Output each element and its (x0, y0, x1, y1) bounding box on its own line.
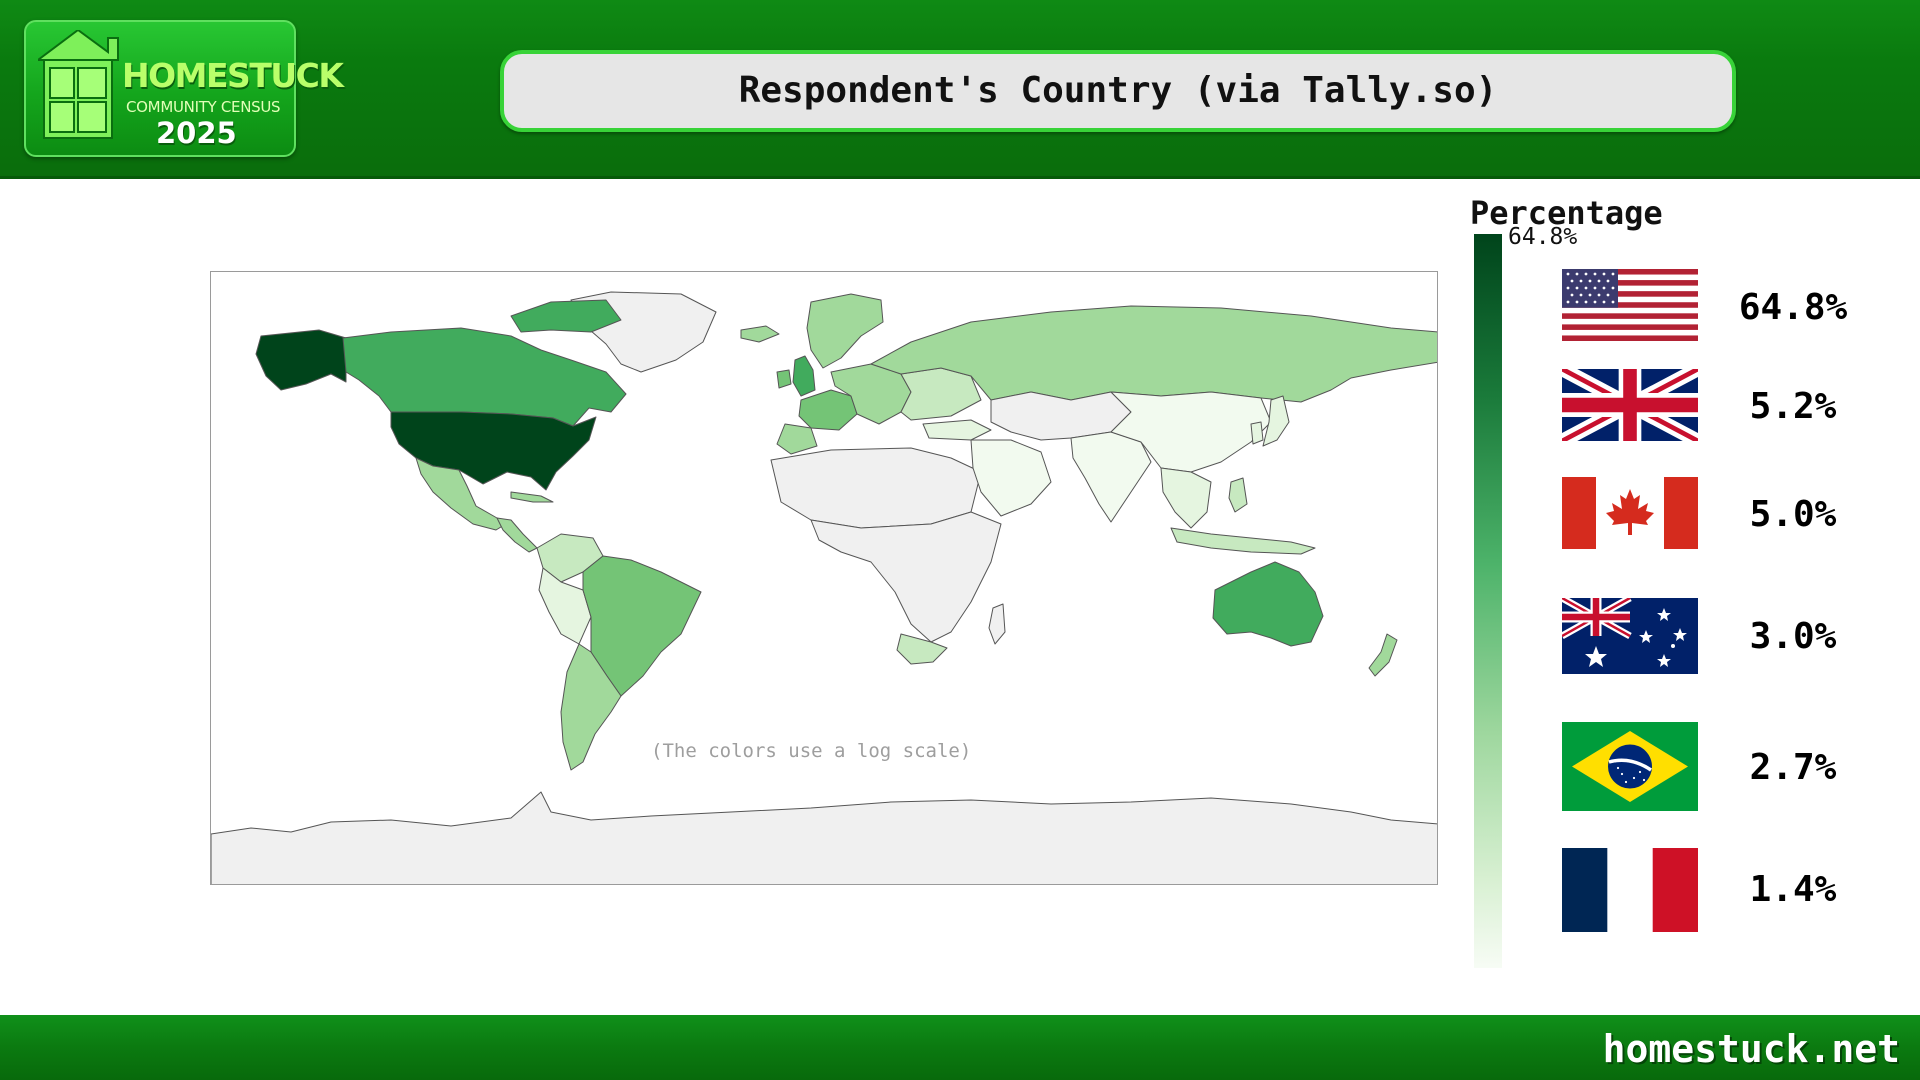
country-scandinavia (806, 293, 884, 369)
house-icon (38, 30, 119, 139)
country-indonesia (1170, 527, 1316, 555)
country-alaska (255, 329, 347, 391)
country-japan (1262, 395, 1290, 447)
country-france (798, 389, 858, 431)
legend-max-label: 64.8% (1508, 224, 1578, 250)
pct-us: 64.8% (1738, 287, 1848, 328)
country-korea (1250, 421, 1264, 445)
flag-australia-icon (1562, 598, 1698, 674)
legend-color-scale (1474, 234, 1502, 968)
logo-year: 2025 (156, 116, 237, 150)
pct-canada: 5.0% (1749, 494, 1837, 535)
page-title: Respondent's Country (via Tally.so) (738, 70, 1498, 111)
log-scale-note: (The colors use a log scale) (651, 740, 972, 762)
country-se-asia (1160, 467, 1212, 529)
header-divider (0, 176, 1920, 179)
country-argentina (560, 643, 622, 771)
country-north-africa (770, 447, 982, 529)
logo-title: HOMESTUCK (122, 56, 344, 95)
country-turkey (922, 419, 992, 441)
title-bar: Respondent's Country (via Tally.so) (500, 50, 1736, 132)
country-antarctica (211, 791, 1437, 884)
flag-uk-icon (1562, 369, 1698, 441)
country-new-zealand (1368, 633, 1398, 677)
country-australia (1212, 561, 1324, 647)
country-uk (792, 355, 816, 397)
country-cuba (510, 491, 554, 503)
country-brazil (582, 555, 702, 697)
country-canada-arctic (510, 299, 622, 333)
world-map-svg (211, 291, 1437, 884)
country-middle-east (970, 439, 1052, 517)
country-spain (776, 423, 818, 455)
country-central-africa (810, 511, 1002, 643)
country-ireland (776, 369, 792, 389)
country-canada (342, 327, 627, 427)
pct-australia: 3.0% (1749, 616, 1837, 657)
country-india (1070, 431, 1152, 523)
pct-uk: 5.2% (1749, 386, 1837, 427)
footer-site: homestuck.net (1602, 1027, 1900, 1071)
flag-canada-icon (1562, 477, 1698, 549)
country-madagascar (988, 603, 1006, 645)
country-south-africa (896, 633, 948, 665)
logo-subtitle: COMMUNITY CENSUS (126, 98, 281, 116)
footer-bar: homestuck.net (0, 1015, 1920, 1080)
country-philippines (1228, 477, 1248, 513)
country-central-america (496, 517, 538, 553)
country-china (1110, 391, 1272, 473)
pct-brazil: 2.7% (1749, 747, 1837, 788)
country-iceland (740, 325, 780, 343)
legend-title: Percentage (1470, 194, 1663, 232)
country-usa (390, 411, 597, 491)
flag-brazil-icon (1562, 722, 1698, 811)
flag-france-icon (1562, 848, 1698, 932)
census-logo: HOMESTUCK COMMUNITY CENSUS 2025 (24, 20, 344, 157)
pct-france: 1.4% (1749, 869, 1837, 910)
flag-us-icon (1562, 269, 1698, 341)
world-map: (The colors use a log scale) (210, 271, 1438, 885)
